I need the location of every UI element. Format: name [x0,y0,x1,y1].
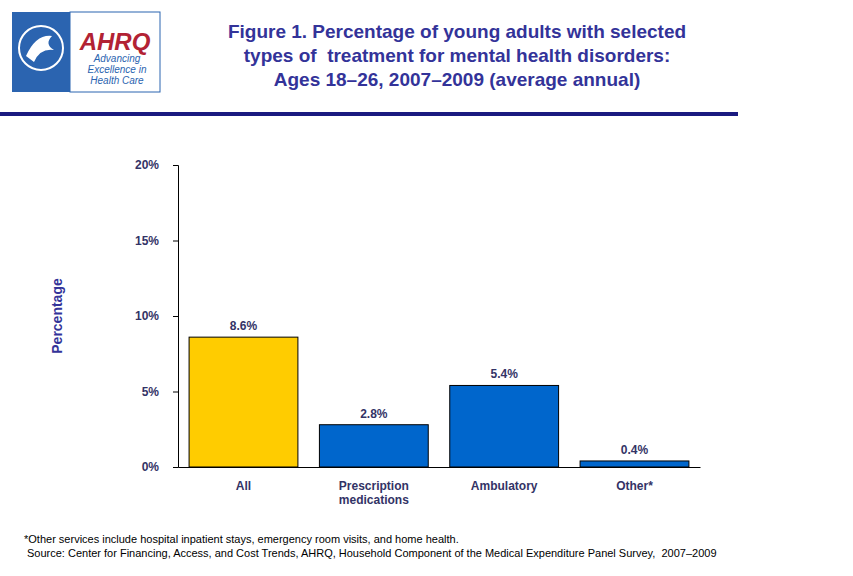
y-tick-label: 15% [135,234,159,248]
data-label: 0.4% [621,443,649,457]
hhs-logo-box [12,12,70,92]
bar [450,385,559,467]
y-axis-title: Percentage [49,278,65,354]
header-rule [0,112,738,116]
x-tick: Other* [616,467,653,493]
chart-title: Figure 1. Percentage of young adults wit… [228,21,686,90]
ahrq-logo-text: AHRQ [79,28,151,55]
x-tick-label: Ambulatory [471,479,538,493]
x-tick-label-line: Prescription [339,479,409,493]
bar [580,461,689,467]
data-label: 5.4% [490,367,518,381]
y-tick: 10% [135,309,178,323]
x-tick-label: Prescriptionmedications [339,479,409,507]
bar [319,425,428,467]
x-tick: All [236,467,251,493]
data-label: 2.8% [360,407,388,421]
x-tick-label: Other* [616,479,653,493]
y-tick-mark [173,467,178,468]
y-tick-mark [173,165,178,166]
chart-title-line: Figure 1. Percentage of young adults wit… [228,21,686,42]
x-tick: Ambulatory [471,467,538,493]
ahrq-tagline: AdvancingExcellence inHealth Care [88,53,147,86]
y-tick: 5% [142,385,178,399]
chart-canvas: AHRQAdvancingExcellence inHealth Care Fig… [0,0,853,576]
y-tick-label: 20% [135,158,159,172]
y-tick: 15% [135,234,178,248]
y-tick-label: 10% [135,309,159,323]
x-axis-line [179,467,701,468]
y-tick-mark [173,241,178,242]
y-tick-mark [173,392,178,393]
y-tick: 20% [135,158,178,172]
ahrq-tagline-line: Excellence in [88,64,147,75]
x-tick-label: All [236,479,251,493]
chart-title-line: types of treatment for mental health dis… [244,45,671,66]
ahrq-tagline-line: Advancing [93,53,141,64]
y-axis: 0% 5% 10% 15% 20% [135,158,179,474]
bars [189,337,689,467]
hhs-logo-eagle [26,36,54,62]
x-tick-label-line: medications [339,493,409,507]
source-note: Source: Center for Financing, Access, an… [27,547,717,559]
data-labels: 8.6% 2.8% 5.4% 0.4% [230,319,649,457]
hhs-logo-ring [19,26,63,70]
y-tick-label: 5% [142,385,160,399]
data-label: 8.6% [230,319,258,333]
y-tick-mark [173,316,178,317]
bar [189,337,298,467]
y-tick: 0% [142,460,178,474]
ahrq-tagline-line: Health Care [90,75,144,86]
y-tick-label: 0% [142,460,160,474]
x-axis: All Prescriptionmedications Ambulatory Othe… [179,467,701,507]
chart-title-line: Ages 18–26, 2007–2009 (average annual) [274,69,641,90]
x-tick: Prescriptionmedications [339,467,409,507]
y-axis-line [173,166,179,468]
ahrq-logo-box [70,12,160,92]
footnote: *Other services include hospital inpatie… [24,533,459,545]
logo: AHRQAdvancingExcellence inHealth Care [12,12,160,92]
